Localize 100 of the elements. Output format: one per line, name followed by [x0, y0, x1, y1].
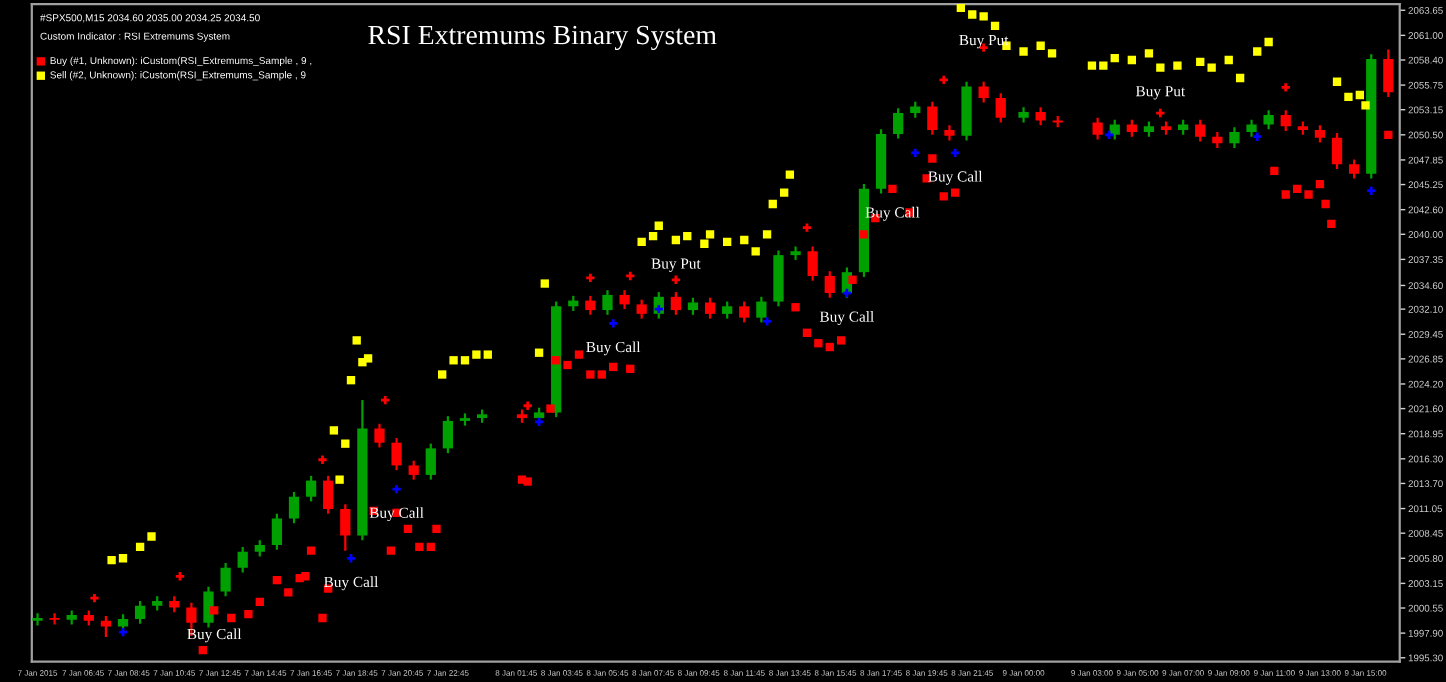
point [671, 275, 681, 284]
candlestick [790, 245, 801, 261]
point [1281, 83, 1290, 92]
point [107, 556, 116, 565]
candlestick [1280, 109, 1291, 133]
point [740, 235, 749, 245]
point [552, 356, 561, 365]
candlestick [1092, 116, 1103, 141]
point [990, 21, 1000, 31]
point [363, 354, 373, 363]
point [848, 275, 857, 284]
point [318, 455, 327, 464]
point [90, 593, 99, 603]
point [1281, 190, 1290, 199]
point [802, 328, 812, 337]
point [762, 230, 772, 239]
point [1110, 53, 1119, 63]
point [346, 376, 356, 385]
point [1144, 49, 1154, 58]
candlestick [374, 422, 385, 449]
candlestick [32, 612, 43, 627]
point [1361, 101, 1370, 110]
point [654, 221, 663, 230]
candlestick [391, 436, 402, 472]
point [1315, 179, 1325, 189]
point [979, 12, 988, 21]
point [460, 356, 470, 365]
candlestick [1229, 126, 1240, 150]
point [911, 148, 920, 157]
point [1253, 47, 1262, 56]
point [306, 546, 316, 555]
point [523, 401, 532, 410]
candlestick [134, 599, 146, 625]
candlestick [807, 245, 818, 282]
candlestick [773, 249, 784, 308]
point [1224, 55, 1233, 65]
point [626, 364, 635, 373]
point [341, 439, 350, 448]
point [637, 237, 646, 247]
point [540, 279, 549, 288]
point [563, 360, 572, 370]
point [609, 319, 618, 328]
point [449, 356, 458, 365]
point [1087, 61, 1097, 70]
point [1127, 55, 1137, 65]
candlestick [49, 612, 60, 626]
candlestick [995, 92, 1006, 124]
candlestick [824, 270, 835, 299]
point [1099, 61, 1108, 70]
point [403, 524, 413, 534]
point [432, 524, 441, 534]
point [1292, 184, 1302, 193]
candlestick [1349, 158, 1360, 180]
candlestick [425, 442, 436, 481]
point [950, 148, 960, 157]
point [1207, 63, 1216, 72]
candlestick [271, 512, 283, 551]
point [118, 554, 128, 563]
candlestick [602, 289, 613, 316]
point [1156, 63, 1165, 72]
point [135, 542, 145, 552]
point [1047, 49, 1057, 58]
point [814, 339, 823, 348]
point [586, 273, 595, 283]
point [198, 646, 207, 655]
point [1355, 90, 1364, 100]
point [210, 606, 219, 615]
point [723, 237, 732, 247]
point [386, 546, 396, 555]
candlestick [1195, 118, 1206, 143]
point [438, 370, 447, 379]
point [751, 247, 760, 256]
point [1384, 130, 1393, 139]
candlestick [636, 298, 647, 320]
candlestick [927, 100, 938, 136]
candlestick [305, 474, 317, 503]
point [968, 10, 977, 19]
point [1019, 47, 1028, 56]
point [335, 475, 344, 484]
point [939, 75, 948, 85]
candlestick [237, 545, 248, 574]
point [780, 188, 789, 197]
point [825, 342, 834, 352]
point [939, 192, 948, 201]
candlestick [893, 107, 904, 140]
point [950, 188, 960, 197]
point [1270, 166, 1279, 175]
point [802, 223, 812, 232]
candlestick [1331, 131, 1343, 171]
candlestick [1263, 109, 1274, 131]
point [956, 4, 966, 13]
candlestick [442, 415, 454, 455]
point [1367, 186, 1376, 195]
point [301, 572, 310, 581]
point [1156, 108, 1165, 118]
point [648, 232, 658, 241]
point [415, 542, 424, 552]
point [546, 404, 555, 413]
point [1235, 73, 1245, 83]
point [255, 597, 264, 607]
